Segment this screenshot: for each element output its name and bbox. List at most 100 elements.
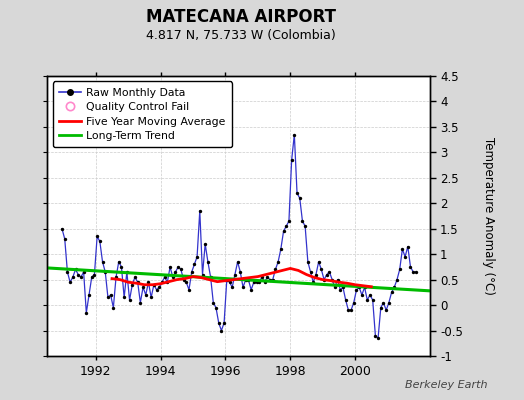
Point [247, 287, 255, 293]
Point [271, 266, 280, 273]
Point [204, 259, 212, 265]
Point [82, 310, 91, 316]
Point [244, 276, 253, 283]
Point [150, 282, 158, 288]
Point [393, 276, 401, 283]
Point [336, 287, 344, 293]
Point [66, 279, 74, 285]
Point [136, 299, 145, 306]
Point [61, 236, 69, 242]
Point [347, 307, 355, 313]
Point [371, 332, 379, 339]
Point [80, 269, 88, 275]
Point [266, 276, 274, 283]
Point [307, 269, 315, 275]
Point [106, 292, 115, 298]
Point [131, 274, 139, 280]
Point [253, 279, 261, 285]
Point [206, 274, 215, 280]
Point [74, 271, 82, 278]
Point [115, 259, 123, 265]
Point [101, 269, 110, 275]
Point [412, 269, 420, 275]
Point [377, 304, 385, 311]
Point [403, 243, 412, 250]
Point [396, 266, 404, 273]
Point [217, 327, 226, 334]
Point [314, 259, 323, 265]
Point [177, 266, 185, 273]
Point [169, 274, 177, 280]
Point [320, 276, 328, 283]
Point [249, 279, 258, 285]
Point [198, 271, 206, 278]
Point [285, 218, 293, 224]
Point [99, 259, 107, 265]
Point [163, 279, 171, 285]
Point [368, 297, 377, 303]
Point [304, 259, 312, 265]
Point [160, 274, 169, 280]
Point [69, 274, 77, 280]
Point [387, 289, 396, 296]
Point [339, 284, 347, 290]
Point [223, 276, 231, 283]
Point [139, 284, 147, 290]
Text: Berkeley Earth: Berkeley Earth [405, 380, 487, 390]
Point [331, 284, 339, 290]
Point [263, 274, 271, 280]
Point [233, 259, 242, 265]
Point [239, 284, 247, 290]
Point [147, 294, 155, 301]
Point [96, 238, 104, 245]
Point [195, 208, 204, 214]
Point [123, 269, 131, 275]
Point [144, 279, 152, 285]
Point [134, 279, 142, 285]
Point [141, 292, 150, 298]
Point [93, 233, 101, 240]
Point [174, 264, 182, 270]
Point [109, 304, 117, 311]
Point [90, 271, 99, 278]
Point [390, 284, 398, 290]
Point [128, 282, 136, 288]
Point [268, 276, 277, 283]
Point [112, 274, 120, 280]
Point [182, 279, 191, 285]
Point [317, 266, 325, 273]
Point [288, 157, 296, 163]
Point [298, 218, 307, 224]
Point [152, 287, 161, 293]
Point [398, 246, 407, 252]
Point [358, 292, 366, 298]
Point [88, 274, 96, 280]
Point [228, 284, 236, 290]
Point [309, 279, 318, 285]
Legend: Raw Monthly Data, Quality Control Fail, Five Year Moving Average, Long-Term Tren: Raw Monthly Data, Quality Control Fail, … [52, 82, 232, 148]
Point [406, 264, 414, 270]
Point [193, 254, 201, 260]
Point [120, 294, 128, 301]
Point [409, 269, 418, 275]
Text: MATECANA AIRPORT: MATECANA AIRPORT [146, 8, 336, 26]
Point [352, 287, 361, 293]
Point [220, 320, 228, 326]
Point [212, 304, 220, 311]
Point [158, 279, 166, 285]
Point [125, 297, 134, 303]
Point [379, 299, 388, 306]
Point [382, 307, 390, 313]
Point [312, 271, 320, 278]
Point [242, 276, 250, 283]
Point [58, 226, 66, 232]
Point [179, 276, 188, 283]
Point [209, 299, 217, 306]
Point [363, 297, 372, 303]
Point [401, 254, 409, 260]
Point [63, 269, 72, 275]
Point [85, 292, 93, 298]
Point [236, 269, 245, 275]
Point [190, 261, 199, 268]
Point [293, 190, 301, 196]
